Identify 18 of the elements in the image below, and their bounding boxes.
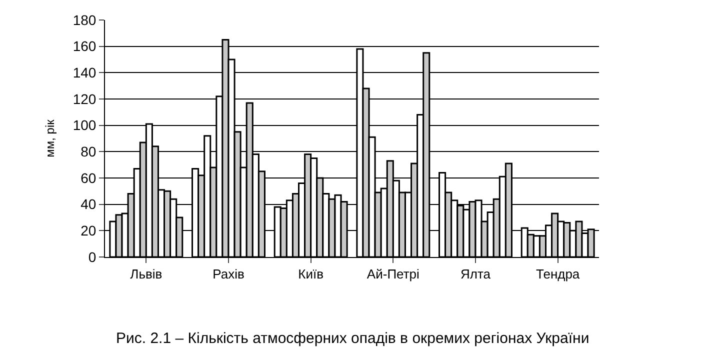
y-axis-title: мм, рік: [43, 118, 58, 158]
y-tick-label: 60: [80, 170, 96, 186]
y-tick-label: 180: [72, 12, 96, 28]
y-tick-label: 0: [88, 248, 96, 265]
y-tick-label: 40: [80, 196, 96, 212]
x-tick-label: Тендра: [536, 266, 580, 282]
y-tick-label: 120: [72, 90, 96, 107]
y-tick-label: 20: [80, 222, 96, 239]
x-tick-label: Львів: [130, 266, 162, 282]
y-tick-label: 140: [72, 64, 96, 81]
y-tick-label: 100: [72, 117, 96, 134]
text: Рис. 2.1 – Кількість атмосферних опадів в окремих регіонах України: [116, 330, 590, 347]
x-tick-label: Ялта: [460, 266, 492, 282]
y-tick-label: 80: [80, 144, 96, 160]
y-tick-label: 160: [72, 38, 96, 54]
x-tick-label: Рахів: [212, 266, 244, 282]
x-tick-label: Ай-Петрі: [366, 266, 420, 282]
x-tick-label: Київ: [298, 266, 324, 282]
